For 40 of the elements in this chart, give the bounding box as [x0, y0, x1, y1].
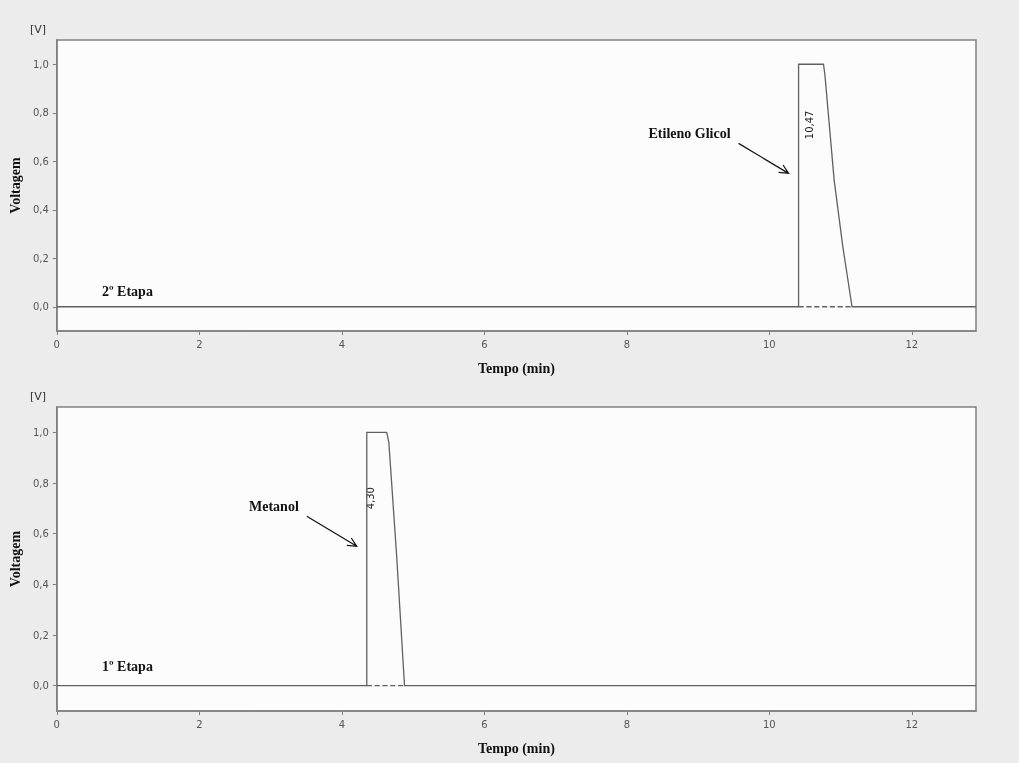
y-tick-label: 0,8 — [32, 477, 49, 489]
text: [V] — [30, 390, 47, 403]
y-tick-label: 0,6 — [32, 528, 49, 540]
text: [V] — [30, 23, 47, 36]
y-tick-label: 1,0 — [32, 58, 49, 70]
y-axis-title: Voltagem — [7, 530, 23, 588]
x-tick-label: 0 — [53, 338, 60, 350]
x-tick-label: 8 — [623, 338, 631, 350]
x-tick-label: 0 — [53, 718, 60, 730]
x-tick-label: 8 — [623, 718, 631, 730]
x-tick-label: 6 — [481, 338, 488, 350]
annotation: 10,47 — [804, 110, 816, 140]
x-tick-label: 4 — [338, 338, 346, 350]
y-axis-title: Voltagem — [7, 157, 23, 214]
annotation: 4,30 — [364, 487, 376, 510]
annotation: Etileno Glicol — [648, 125, 731, 141]
y-tick-label: 0,8 — [32, 107, 49, 119]
y-tick-label: 0,4 — [32, 204, 49, 216]
x-tick-label: 10 — [762, 718, 776, 730]
y-tick-label: 0,0 — [32, 680, 49, 692]
x-tick-label: 12 — [905, 718, 919, 730]
x-tick-label: 6 — [481, 718, 488, 730]
y-tick-label: 0,2 — [32, 629, 49, 641]
annotation: 1º Etapa — [102, 658, 153, 674]
annotation: 2º Etapa — [102, 283, 153, 299]
y-tick-label: 0,4 — [32, 578, 49, 590]
line-series — [56, 63, 977, 308]
annotation: Metanol — [249, 498, 299, 514]
y-tick-label: 0,0 — [32, 301, 49, 313]
y-tick-label: 1,0 — [32, 426, 49, 438]
x-tick-label: 12 — [905, 338, 919, 350]
x-tick-label: 10 — [762, 338, 776, 350]
x-axis-title: Tempo (min) — [477, 740, 556, 757]
x-tick-label: 2 — [196, 338, 203, 350]
x-axis-title: Tempo (min) — [477, 360, 556, 377]
line-series — [56, 431, 977, 687]
x-tick-label: 4 — [338, 718, 346, 730]
y-tick-label: 0,2 — [32, 252, 49, 264]
x-tick-label: 2 — [196, 718, 203, 730]
y-tick-label: 0,6 — [32, 155, 49, 167]
